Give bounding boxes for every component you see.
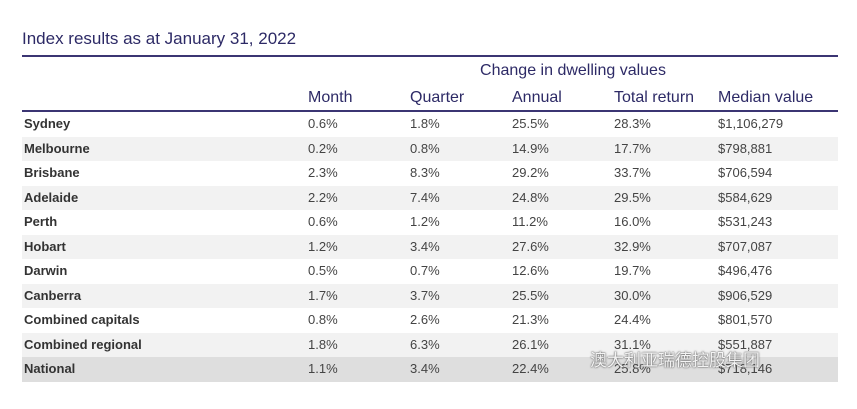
- cell-value: 17.7%: [614, 140, 651, 156]
- cell-value: 16.0%: [614, 214, 651, 229]
- cell-value: 26.1%: [512, 336, 549, 352]
- table-row: Darwin 0.5% 0.7% 12.6% 19.7% $496,476: [22, 259, 838, 284]
- top-rule: [22, 55, 838, 57]
- cell-value: 1.2%: [308, 238, 338, 254]
- cell-value: 0.5%: [308, 263, 338, 278]
- column-header: Annual: [512, 89, 562, 106]
- cell-value: 7.4%: [410, 189, 440, 205]
- row-label: Melbourne: [24, 140, 90, 156]
- column-header: Quarter: [410, 89, 465, 106]
- cell-value: $551,887: [718, 336, 773, 352]
- table-row: Hobart 1.2% 3.4% 27.6% 32.9% $707,087: [22, 234, 838, 259]
- row-label: Sydney: [24, 116, 71, 131]
- cell-value: $906,529: [718, 287, 773, 303]
- cell-value: 33.7%: [614, 165, 651, 180]
- cell-value: 27.6%: [512, 238, 549, 254]
- row-label: Hobart: [24, 238, 66, 254]
- table-row: Perth 0.6% 1.2% 11.2% 16.0% $531,243: [22, 210, 838, 235]
- cell-value: 28.3%: [614, 116, 651, 131]
- cell-value: 6.3%: [410, 336, 440, 352]
- watermark: 澳大利亚瑞德控股集团: [590, 351, 760, 370]
- cell-value: 31.1%: [614, 336, 651, 352]
- cell-value: $707,087: [718, 238, 773, 254]
- cell-value: 1.7%: [308, 287, 338, 303]
- table-row: Combined capitals 0.8% 2.6% 21.3% 24.4% $801,…: [22, 308, 838, 333]
- row-label: Adelaide: [24, 189, 79, 205]
- cell-value: 2.6%: [410, 312, 440, 327]
- cell-value: 25.5%: [512, 287, 549, 303]
- group-header: Change in dwelling values: [480, 62, 666, 79]
- table-row: Sydney 0.6% 1.8% 25.5% 28.3% $1,106,279: [22, 112, 838, 137]
- cell-value: $1,106,279: [718, 116, 784, 131]
- table-row: Combined regional 1.8% 6.3% 26.1% 31.1% $551,…: [22, 332, 838, 357]
- row-label: Combined regional: [24, 336, 142, 352]
- table-title: Index results as at January 31, 2022: [22, 29, 297, 48]
- table-row: Adelaide 2.2% 7.4% 24.8% 29.5% $584,629: [22, 185, 838, 210]
- cell-value: 21.3%: [512, 312, 549, 327]
- column-header: Median value: [718, 89, 814, 106]
- cell-value: $798,881: [718, 140, 773, 156]
- cell-value: 25.8%: [614, 361, 651, 376]
- cell-value: 0.6%: [308, 214, 338, 229]
- row-label: Perth: [24, 214, 58, 229]
- cell-value: 0.8%: [308, 312, 338, 327]
- cell-value: 0.7%: [410, 263, 440, 278]
- cell-value: $718,146: [718, 361, 773, 376]
- row-label: Canberra: [24, 287, 82, 303]
- cell-value: 29.5%: [614, 189, 651, 205]
- column-header: Total return: [614, 89, 695, 106]
- cell-value: 14.9%: [512, 140, 549, 156]
- cell-value: 0.2%: [308, 140, 338, 156]
- row-label: Combined capitals: [24, 312, 140, 327]
- cell-value: 2.2%: [308, 189, 338, 205]
- cell-value: 3.7%: [410, 287, 440, 303]
- cell-value: $706,594: [718, 165, 773, 180]
- cell-value: 32.9%: [614, 238, 651, 254]
- cell-value: 24.4%: [614, 312, 651, 327]
- table-row: Canberra 1.7% 3.7% 25.5% 30.0% $906,529: [22, 283, 838, 308]
- row-label: Darwin: [24, 263, 68, 278]
- cell-value: 1.2%: [410, 214, 440, 229]
- cell-value: 29.2%: [512, 165, 549, 180]
- table-row: Melbourne 0.2% 0.8% 14.9% 17.7% $798,881: [22, 136, 838, 161]
- cell-value: 22.4%: [512, 361, 549, 376]
- cell-value: 30.0%: [614, 287, 651, 303]
- cell-value: $584,629: [718, 189, 773, 205]
- cell-value: 1.1%: [308, 361, 338, 376]
- cell-value: 1.8%: [410, 116, 440, 131]
- table-row: Brisbane 2.3% 8.3% 29.2% 33.7% $706,594: [22, 161, 838, 186]
- cell-value: 19.7%: [614, 263, 651, 278]
- cell-value: 11.2%: [512, 214, 548, 229]
- cell-value: 8.3%: [410, 165, 440, 180]
- table-row: National 1.1% 3.4% 22.4% 25.8% $718,146: [22, 357, 838, 382]
- cell-value: 25.5%: [512, 116, 549, 131]
- row-label: National: [24, 361, 76, 376]
- cell-value: 3.4%: [410, 238, 440, 254]
- cell-value: $496,476: [718, 263, 773, 278]
- cell-value: 0.6%: [308, 116, 338, 131]
- cell-value: 24.8%: [512, 189, 549, 205]
- cell-value: 2.3%: [308, 165, 338, 180]
- cell-value: $801,570: [718, 312, 773, 327]
- cell-value: 0.8%: [410, 140, 440, 156]
- cell-value: 1.8%: [308, 336, 338, 352]
- cell-value: 12.6%: [512, 263, 549, 278]
- row-label: Brisbane: [24, 165, 80, 180]
- header-rule: [22, 110, 838, 112]
- cell-value: $531,243: [718, 214, 773, 229]
- column-header: Month: [308, 89, 353, 106]
- cell-value: 3.4%: [410, 361, 440, 376]
